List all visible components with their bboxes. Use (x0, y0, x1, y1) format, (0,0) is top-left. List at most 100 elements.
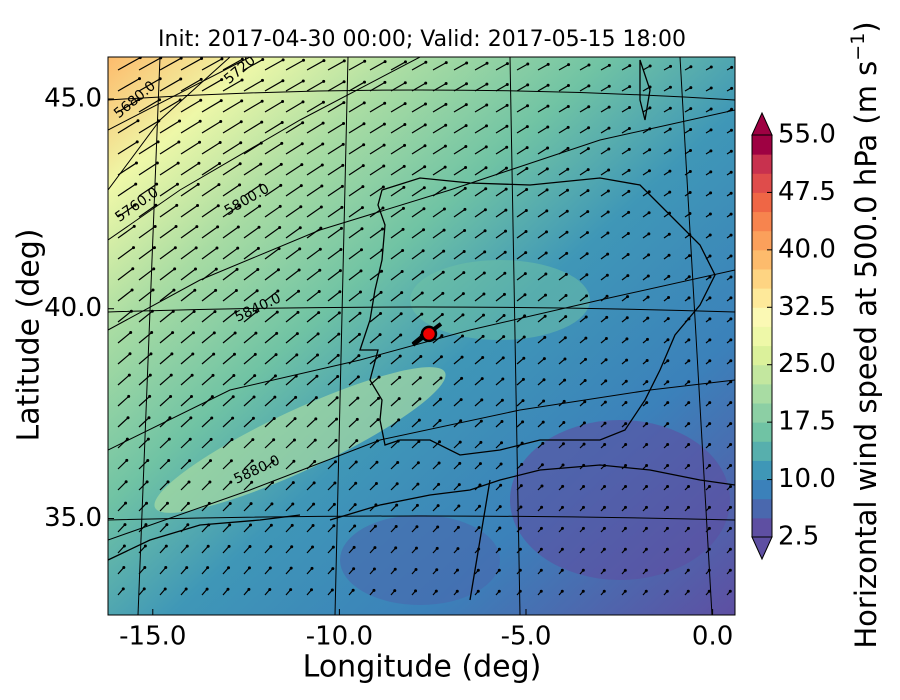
wind-arrow-head (686, 568, 690, 572)
wind-arrow-head (688, 191, 692, 195)
wind-arrow-head (418, 397, 422, 401)
wind-arrow-head (314, 396, 318, 400)
wind-arrow-head (707, 547, 711, 551)
wind-arrow (474, 272, 485, 281)
wind-arrow-head (729, 170, 733, 174)
wind-arrow-head (398, 375, 402, 379)
wind-arrow (117, 481, 127, 491)
wind-arrow-head (383, 80, 387, 84)
wind-arrow-head (708, 422, 712, 426)
wind-arrow-head (374, 503, 378, 507)
wind-arrow-head (457, 483, 461, 487)
wind-arrow-head (313, 438, 317, 442)
wind-arrow-head (238, 183, 242, 187)
wind-arrow-head (395, 482, 399, 486)
wind-arrow (264, 332, 278, 344)
wind-arrow (327, 439, 337, 449)
wind-arrow (285, 354, 298, 365)
wind-arrow-head (342, 101, 346, 105)
wind-arrow-head (518, 568, 522, 572)
wind-arrow-head (185, 544, 189, 548)
wind-arrow-head (296, 310, 300, 314)
wind-arrow (201, 438, 212, 449)
wind-arrow (138, 204, 157, 218)
wind-arrow (474, 167, 487, 176)
wind-arrow-head (207, 501, 211, 505)
wind-arrow-head (582, 463, 586, 467)
wind-arrow (138, 481, 148, 491)
wind-arrow-head (359, 248, 363, 252)
wind-arrow (222, 439, 233, 449)
x-axis-label: Longitude (deg) (303, 650, 542, 685)
wind-arrow-head (331, 567, 335, 571)
wind-arrow (411, 187, 425, 197)
wind-arrow (264, 290, 279, 302)
wind-arrow-head (152, 246, 156, 250)
colorbar-segment (752, 249, 772, 270)
wind-arrow-head (239, 141, 243, 145)
wind-arrow (453, 104, 467, 113)
wind-arrow (390, 103, 406, 113)
wind-arrow-head (216, 225, 220, 229)
wind-arrow-head (627, 147, 631, 151)
wind-arrow-head (213, 310, 217, 314)
wind-arrow (600, 85, 610, 92)
wind-arrow (264, 184, 282, 197)
wind-arrow-head (607, 147, 611, 151)
wind-arrow-head (667, 274, 671, 278)
wind-arrow-head (255, 310, 259, 314)
wind-arrow (243, 439, 254, 449)
wind-arrow-head (437, 461, 441, 465)
wind-arrow-head (239, 120, 243, 124)
wind-arrow-head (729, 422, 733, 426)
wind-arrow-head (539, 568, 543, 572)
wind-arrow-head (624, 422, 628, 426)
wind-arrow-head (667, 253, 671, 257)
wind-arrow-head (275, 331, 279, 335)
wind-arrow-head (566, 84, 570, 88)
wind-arrow (222, 247, 239, 260)
wind-arrow (138, 120, 160, 134)
wind-arrow-head (465, 61, 469, 65)
wind-arrow (369, 313, 381, 323)
wind-arrow-head (464, 165, 468, 169)
wind-arrow-head (624, 443, 628, 447)
wind-arrow (180, 120, 201, 134)
wind-arrow (285, 396, 297, 407)
wind-arrow (516, 126, 528, 134)
wind-arrow (138, 225, 156, 239)
wind-arrow-head (424, 60, 428, 64)
wind-arrow (285, 418, 296, 428)
wind-arrow-head (318, 268, 322, 272)
wind-arrow (138, 438, 149, 449)
wind-arrow-head (159, 57, 163, 60)
wind-arrow (117, 183, 137, 197)
wind-arrow (348, 228, 363, 239)
wind-arrow-head (539, 547, 543, 551)
wind-arrow (285, 101, 304, 113)
wind-arrow (201, 58, 223, 71)
wind-arrow-head (526, 104, 530, 108)
wind-arrow (432, 271, 444, 281)
wind-arrow (159, 332, 173, 344)
wind-arrow-head (625, 358, 629, 362)
wind-arrow-head (258, 204, 262, 208)
wind-arrow (180, 374, 193, 386)
wind-arrow-head (338, 290, 342, 294)
wind-arrow-head (563, 336, 567, 340)
wind-arrow-head (164, 544, 168, 548)
wind-arrow-head (520, 441, 524, 445)
wind-arrow-head (403, 102, 407, 106)
wind-arrow-head (686, 589, 690, 593)
wind-arrow-head (124, 480, 128, 484)
wind-arrow (327, 312, 340, 323)
wind-arrow (327, 270, 341, 281)
colorbar-segment (752, 211, 772, 232)
wind-arrow-head (543, 335, 547, 339)
wind-arrow-head (178, 119, 182, 123)
wind-arrow (327, 102, 345, 113)
wind-arrow-head (219, 99, 223, 103)
wind-arrow (432, 166, 446, 176)
wind-arrow (579, 232, 588, 239)
wind-arrow-head (219, 120, 223, 124)
